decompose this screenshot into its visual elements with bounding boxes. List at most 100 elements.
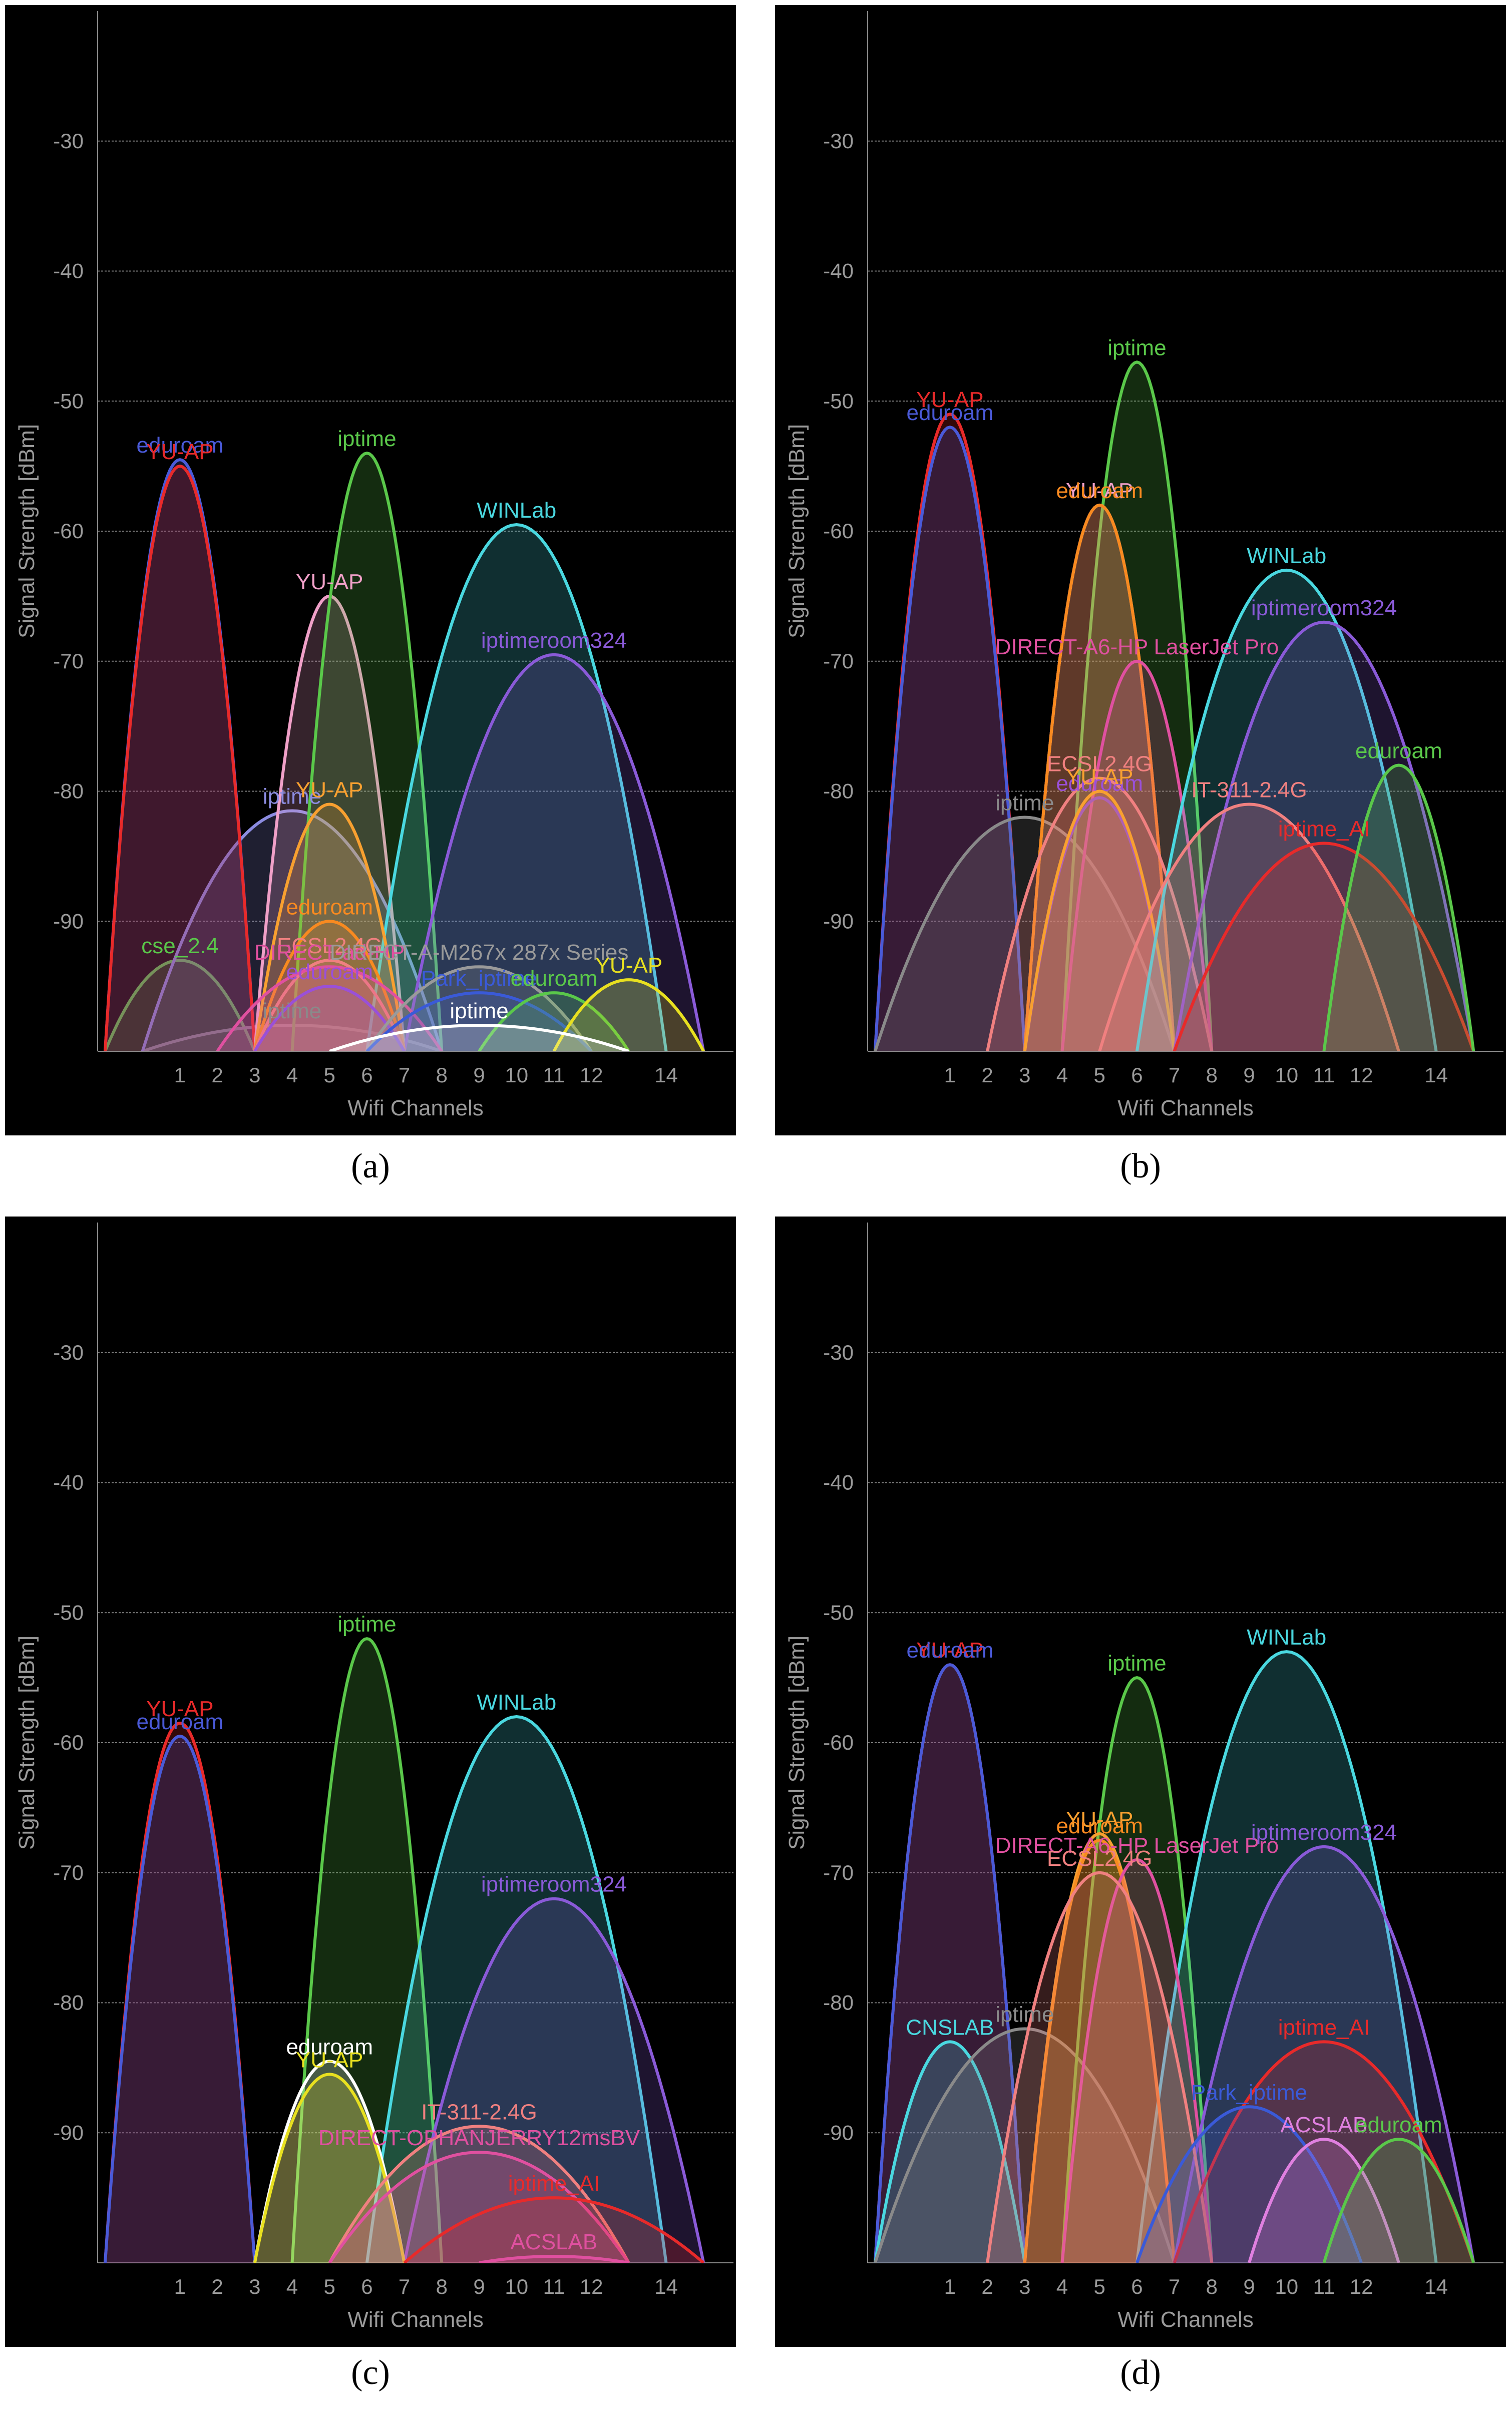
x-tick-label: 7: [399, 1063, 410, 1087]
signal-curve: [328, 2151, 630, 2263]
signal-curve: [479, 2255, 629, 2263]
signal-curve: [403, 653, 705, 1051]
network-label: YU-AP: [1066, 479, 1133, 503]
network-label: iptimeroom324: [481, 628, 627, 653]
x-tick-label: 10: [1275, 1063, 1298, 1087]
x-tick-label: 10: [505, 2275, 528, 2298]
signal-curve: [253, 920, 406, 1051]
network-label: ECSL2.4G: [1047, 752, 1152, 776]
network-label: IT-311-2.4G: [421, 2100, 537, 2124]
network-label: eduroam: [511, 966, 598, 991]
x-tick-label: 7: [1169, 2275, 1180, 2298]
signal-curve: [328, 2125, 630, 2263]
x-tick-label: 6: [361, 1063, 372, 1087]
x-axis-title: Wifi Channels: [1117, 1096, 1253, 1120]
y-axis-title: Signal Strength [dBm]: [785, 424, 809, 638]
network-label: eduroam: [286, 895, 373, 919]
network-label: WINLab: [477, 1690, 556, 1715]
x-tick-label: 3: [1019, 2275, 1030, 2298]
wifi-chart-d-svg: -30-40-50-60-70-80-901 2 3 4 5 6 7 8 9 10 11 12 14Wi…: [785, 1223, 1503, 2332]
network-label: eduroam: [907, 400, 994, 425]
network-label: iptimeroom324: [1251, 596, 1397, 620]
network-label: YU-AP: [296, 570, 363, 594]
signal-curve: [478, 991, 630, 1051]
network-label: Park_iptime: [421, 966, 537, 991]
network-label: eduroam: [1355, 739, 1442, 763]
caption-b: (b): [1120, 1147, 1161, 1185]
y-tick-label: -90: [823, 2121, 854, 2144]
x-axis-title: Wifi Channels: [1117, 2307, 1253, 2332]
network-label: DIRECT-A6-HP LaserJet Pro: [995, 635, 1279, 659]
network-label: iptime: [263, 999, 321, 1023]
x-tick-label: 8: [436, 1063, 448, 1087]
network-label: YU-AP: [146, 1697, 213, 1721]
signal-curve: [552, 978, 705, 1051]
caption-c: (c): [351, 2353, 390, 2392]
network-label: iptimeroom324: [481, 1872, 627, 1897]
signal-curve: [1135, 568, 1438, 1051]
signal-curve: [1098, 802, 1400, 1051]
x-tick-label: 10: [1275, 2275, 1298, 2298]
x-tick-label: 12: [1350, 1063, 1373, 1087]
network-label: DIRECT-A6-HP LaserJet Pro: [995, 1833, 1279, 1858]
signal-curve: [874, 816, 1176, 1051]
network-label: iptime_AI: [1278, 817, 1370, 841]
network-label: eduroam: [137, 1710, 224, 1734]
x-tick-label: 11: [1313, 2275, 1335, 2298]
signal-curve: [253, 2073, 406, 2263]
signal-curve: [403, 1897, 705, 2263]
network-label: eduroam: [1056, 1814, 1143, 1838]
network-label: YU-AP: [595, 953, 662, 978]
x-tick-label: 4: [1056, 2275, 1068, 2298]
network-label: iptime: [337, 1612, 396, 1637]
signal-curve: [253, 802, 406, 1051]
signal-curve: [1135, 1650, 1438, 2263]
wifi-chart-c-svg: -30-40-50-60-70-80-901 2 3 4 5 6 7 8 9 10 11 12 14Wi…: [15, 1223, 733, 2332]
x-tick-label: 9: [473, 2275, 485, 2298]
network-label: Park_iptime: [1191, 2080, 1307, 2105]
y-axis-title: Signal Strength [dBm]: [15, 1636, 39, 1850]
network-label: YU-AP: [916, 387, 983, 412]
signal-curve: [1060, 1858, 1214, 2263]
signal-area: [1024, 791, 1175, 1051]
x-tick-label: 4: [286, 2275, 298, 2298]
signal-area: [292, 1639, 442, 2263]
x-tick-label: 10: [505, 1063, 528, 1087]
signal-area: [1324, 765, 1474, 1051]
signal-curve: [403, 2196, 705, 2263]
signal-curve: [104, 959, 256, 1051]
signal-curve: [873, 1663, 1026, 2263]
signal-area: [254, 596, 405, 1051]
x-tick-label: 11: [543, 1063, 565, 1087]
signal-curve: [1023, 503, 1176, 1051]
y-tick-label: -40: [53, 259, 84, 283]
x-tick-label: 8: [1206, 1063, 1218, 1087]
wifi-chart-b-svg: -30-40-50-60-70-80-901 2 3 4 5 6 7 8 9 10 11 12 14Wi…: [785, 11, 1503, 1120]
x-tick-label: 9: [1243, 1063, 1255, 1087]
y-tick-label: -80: [53, 779, 84, 803]
y-tick-label: -50: [53, 389, 84, 413]
y-axis-title: Signal Strength [dBm]: [785, 1636, 809, 1850]
signal-area: [1137, 570, 1436, 1051]
x-tick-label: 3: [1019, 1063, 1030, 1087]
signal-curve: [1060, 1676, 1214, 2263]
signal-curve: [1060, 360, 1214, 1051]
plot-area: [103, 452, 705, 1051]
x-tick-label: 5: [323, 1063, 335, 1087]
x-tick-label: 1: [944, 2275, 956, 2298]
signal-curve: [103, 1734, 256, 2263]
signal-curve: [365, 523, 668, 1051]
y-tick-label: -30: [53, 1341, 84, 1364]
signal-curve: [290, 452, 444, 1051]
y-tick-label: -30: [823, 129, 854, 153]
signal-curve: [1136, 2105, 1363, 2263]
x-tick-label: 2: [981, 1063, 993, 1087]
x-tick-label: 1: [944, 1063, 956, 1087]
y-tick-label: -30: [823, 1341, 854, 1364]
network-label: eduroam: [286, 2035, 373, 2059]
x-tick-label: 3: [249, 2275, 260, 2298]
signal-curve: [1173, 1845, 1475, 2263]
y-tick-label: -80: [823, 1991, 854, 2015]
y-tick-label: -70: [823, 649, 854, 673]
x-tick-label: 9: [1243, 2275, 1255, 2298]
